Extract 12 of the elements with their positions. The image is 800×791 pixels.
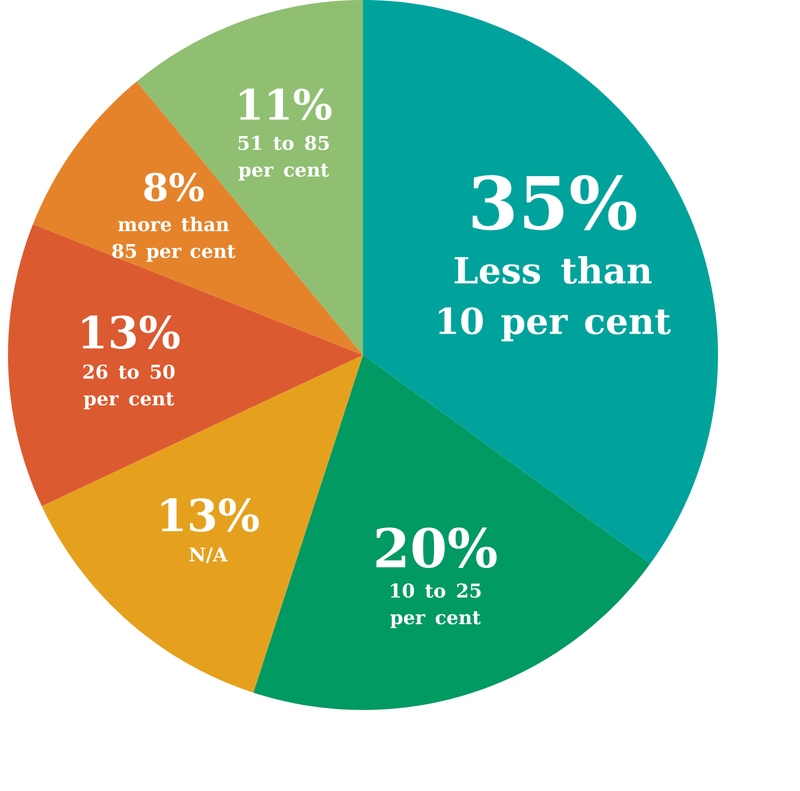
slice-label: 26 to 50 per cent: [83, 364, 175, 410]
data-label: 11%: [240, 88, 332, 120]
slice-label: N/A: [190, 548, 228, 564]
data-label: 20%: [376, 528, 497, 568]
slice-label: 10 to 25 per cent: [390, 583, 481, 628]
slice-label: more than 85 per cent: [112, 216, 236, 262]
data-label: 13%: [82, 315, 180, 349]
data-label: 13%: [162, 498, 259, 532]
slice-label: 51 to 85 per cent: [238, 136, 329, 180]
data-label: 8%: [144, 172, 204, 202]
slice-label: Less than 10 per cent: [438, 256, 671, 342]
data-label: 35%: [472, 175, 636, 230]
